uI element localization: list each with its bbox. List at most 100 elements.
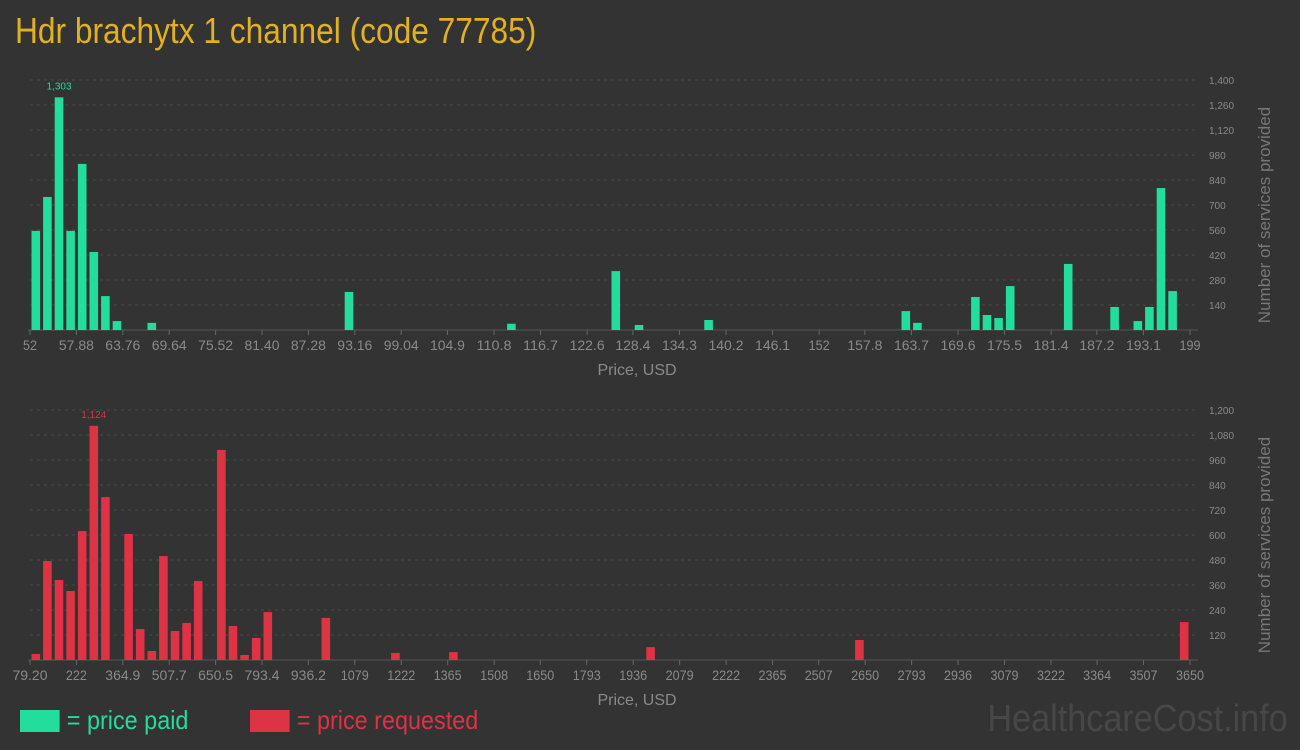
chart-1-y-tick-label: 700 — [1209, 201, 1226, 212]
chart-2-y-tick-label: 600 — [1209, 531, 1226, 542]
chart-2-y-axis-title: Number of services provided — [1255, 437, 1274, 653]
chart-2-y-tick-label: 1,080 — [1209, 431, 1234, 442]
chart-1-bar — [43, 196, 52, 330]
chart-2-x-tick-label: 3364 — [1083, 667, 1111, 683]
chart-1-bar — [77, 163, 87, 330]
chart-1-bar — [1156, 188, 1166, 330]
chart-2-x-tick-label: 1936 — [619, 667, 647, 683]
chart-1-x-tick-label: 122.6 — [570, 337, 605, 353]
chart-1-bar — [66, 230, 75, 330]
chart-2-x-tick-label: 364.9 — [105, 667, 140, 683]
chart-2-bar — [228, 626, 238, 660]
chart-2-bar — [66, 591, 75, 660]
chart-1-bar — [507, 323, 516, 330]
chart-1-bar — [147, 322, 157, 330]
chart-1-x-tick-label: 75.52 — [198, 337, 233, 353]
chart-2-bar — [263, 612, 273, 660]
chart-1-max-label: 1,303 — [46, 81, 71, 92]
chart-1-x-axis-title: Price, USD — [597, 362, 676, 379]
chart-2-bar — [54, 580, 64, 660]
chart-1-x-tick-label: 52 — [23, 337, 37, 353]
chart-2-x-tick-label: 1793 — [573, 667, 601, 683]
chart-2-x-tick-label: 2793 — [898, 667, 926, 683]
chart-2-bar — [449, 652, 458, 660]
legend-label-paid: = price paid — [66, 705, 189, 735]
chart-2-bar — [43, 561, 52, 660]
chart-1-bar — [1063, 263, 1073, 330]
page-title: Hdr brachytx 1 channel (code 77785) — [15, 10, 537, 51]
chart-2-bar — [101, 497, 110, 660]
chart-1-x-tick-label: 163.7 — [894, 337, 929, 353]
chart-1-bar — [31, 230, 41, 330]
chart-1-x-tick-label: 110.8 — [477, 337, 512, 353]
chart-1-bar — [901, 311, 911, 330]
chart-1-x-tick-label: 175.5 — [987, 337, 1022, 353]
chart-1-x-tick-label: 69.64 — [152, 337, 187, 353]
chart-1-y-tick-label: 280 — [1209, 276, 1226, 287]
chart-2-bar — [135, 628, 145, 660]
chart-1-bar — [704, 320, 713, 330]
chart-1-bar — [101, 296, 110, 330]
chart-1-x-tick-label: 193.1 — [1126, 337, 1161, 353]
chart-1-y-axis-title: Number of services provided — [1255, 107, 1274, 323]
chart-2-bar — [170, 631, 180, 660]
chart-1-bar — [994, 318, 1003, 330]
chart-1-bar — [971, 296, 980, 330]
chart-2-x-tick-label: 507.7 — [152, 667, 187, 683]
chart-1-x-tick-label: 99.04 — [384, 337, 419, 353]
chart-1-bar — [1168, 291, 1177, 330]
chart-2-x-tick-label: 936.2 — [291, 667, 326, 683]
chart-1-x-tick-label: 134.3 — [662, 337, 697, 353]
chart-1-x-tick-label: 181.4 — [1034, 337, 1069, 353]
chart-2-bar — [1179, 622, 1189, 660]
chart-2-bar — [391, 652, 400, 660]
chart-2-x-tick-label: 2079 — [666, 667, 694, 683]
chart-1-x-tick-label: 152 — [809, 337, 830, 353]
chart-2-x-tick-label: 3079 — [991, 667, 1019, 683]
chart-2-x-tick-label: 3650 — [1176, 667, 1204, 683]
chart-1-x-tick-label: 187.2 — [1079, 337, 1114, 353]
chart-1-bar — [1005, 286, 1015, 330]
chart-1-y-tick-label: 140 — [1209, 301, 1226, 312]
chart-1-bar — [634, 325, 644, 330]
chart-1-bar — [1145, 306, 1154, 330]
chart-1-y-tick-label: 980 — [1209, 151, 1226, 162]
chart-2-x-tick-label: 1222 — [387, 667, 415, 683]
chart-1-x-tick-label: 63.76 — [105, 337, 140, 353]
chart-2-x-tick-label: 222 — [66, 667, 87, 683]
chart-2-bar — [182, 622, 191, 660]
chart-2-x-tick-label: 2222 — [712, 667, 740, 683]
chart-1-bar — [1110, 306, 1119, 330]
chart-1-x-tick-label: 87.28 — [291, 337, 326, 353]
chart-1-x-tick-label: 93.16 — [337, 337, 372, 353]
chart-2-x-tick-label: 2507 — [805, 667, 833, 683]
chart-1-y-tick-label: 840 — [1209, 176, 1226, 187]
chart-2-x-tick-label: 1365 — [434, 667, 462, 683]
chart-1-x-tick-label: 146.1 — [755, 337, 790, 353]
chart-2-bar — [240, 655, 249, 660]
chart-2-bar — [193, 581, 203, 660]
chart-2-x-tick-label: 2650 — [851, 667, 879, 683]
chart-1-x-tick-label: 57.88 — [59, 337, 94, 353]
chart-2-bar — [321, 617, 331, 660]
chart-1-x-tick-label: 199 — [1180, 337, 1201, 353]
chart-2-y-tick-label: 840 — [1209, 481, 1226, 492]
chart-1-bar — [344, 291, 354, 330]
chart-2-bar — [31, 653, 41, 660]
chart-1-y-tick-label: 420 — [1209, 251, 1226, 262]
chart-2-x-tick-label: 79.20 — [13, 667, 48, 683]
legend-requested: = price requested — [250, 705, 478, 736]
chart-1-bar — [54, 97, 64, 330]
chart-2-bar — [77, 531, 87, 660]
legend-swatch-paid — [20, 709, 60, 732]
chart-1-x-tick-label: 169.6 — [941, 337, 976, 353]
chart-2-y-tick-label: 720 — [1209, 506, 1226, 517]
chart-1-bar — [112, 321, 122, 330]
chart-1-bar — [1133, 321, 1143, 330]
chart-1-x-tick-label: 104.9 — [430, 337, 465, 353]
chart-1-x-tick-label: 128.4 — [615, 337, 650, 353]
legend-swatch-requested — [250, 709, 290, 732]
chart-1-y-tick-label: 1,400 — [1209, 76, 1234, 87]
watermark: HealthcareCost.info — [987, 698, 1288, 740]
